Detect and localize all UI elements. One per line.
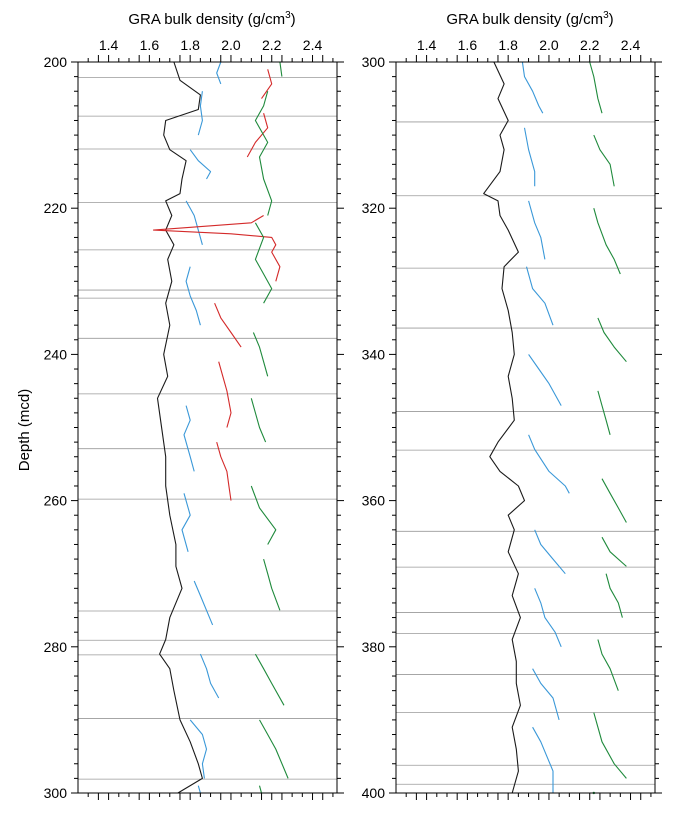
red-series-segment-0 <box>261 69 273 99</box>
blue-series-segment-0 <box>521 61 544 114</box>
x-tick-label: 1.8 <box>180 37 200 53</box>
y-tick-label: 220 <box>44 200 68 216</box>
panel-right: GRA bulk density (g/cm3) 1.4 1.6 1.8 2.0 2.2… <box>362 10 662 801</box>
red-series-segment-5 <box>216 441 232 501</box>
green-series-segment-3 <box>597 317 627 363</box>
x-tick-label: 2.0 <box>539 37 559 53</box>
y-tick-label: 360 <box>362 493 386 509</box>
x-tick-label: 2.2 <box>262 37 282 53</box>
green-series-segment-1 <box>254 91 273 216</box>
y-tick-label: 200 <box>44 54 68 70</box>
x-axis-title-left: GRA bulk density (g/cm3) <box>128 10 295 28</box>
blue-series-segment-5 <box>183 405 195 472</box>
green-series-segment-1 <box>593 134 615 187</box>
green-series-segment-5 <box>601 478 627 523</box>
plot-area-right: 1.4 1.6 1.8 2.0 2.2 2.4 300 320 340 360 380 400 <box>362 37 662 801</box>
x-axis-title-left-main: GRA bulk density (g/cm <box>128 11 285 28</box>
green-series-segment-7 <box>605 573 623 618</box>
green-series-segment-4 <box>597 390 611 435</box>
y-tick-label: 400 <box>362 785 386 801</box>
x-tick-label: 2.4 <box>303 37 323 53</box>
blue-series-segment-2 <box>528 200 546 260</box>
red-series-segment-4 <box>218 361 232 428</box>
y-tick-label: 300 <box>44 785 68 801</box>
y-tick-label: 340 <box>362 346 386 362</box>
x-tick-label: 1.6 <box>458 37 478 53</box>
blue-series-segment-7 <box>193 580 214 626</box>
x-tick-label: 2.4 <box>621 37 641 53</box>
blue-series-segment-8 <box>532 668 560 721</box>
x-tick-label: 1.4 <box>417 37 437 53</box>
green-series-segment-0 <box>279 61 283 77</box>
y-tick-label: 260 <box>44 493 68 509</box>
red-series-segment-3 <box>214 302 242 348</box>
blue-series-segment-1 <box>197 91 203 136</box>
x-tick-label: 2.0 <box>221 37 241 53</box>
blue-series-segment-10 <box>197 785 201 794</box>
green-series-segment-0 <box>589 61 603 114</box>
black-series-segment-0 <box>483 61 526 794</box>
blue-series-segment-4 <box>528 354 562 406</box>
green-series-segment-2 <box>593 208 621 275</box>
y-tick-label: 240 <box>44 346 68 362</box>
x-axis-title-right-sup: 3 <box>603 10 609 21</box>
x-axis-title-right: GRA bulk density (g/cm3) <box>446 10 613 28</box>
green-series-segment-6 <box>601 536 627 567</box>
x-tick-label: 1.4 <box>99 37 119 53</box>
blue-series-segment-7 <box>534 588 562 648</box>
x-tick-label: 2.2 <box>580 37 600 53</box>
green-series-segment-9 <box>593 712 627 779</box>
red-series-segment-1 <box>246 113 269 158</box>
black-series-segment-0 <box>156 61 203 794</box>
x-axis-title-right-main: GRA bulk density (g/cm <box>446 11 603 28</box>
green-series-segment-8 <box>259 719 289 779</box>
y-tick-label: 320 <box>362 200 386 216</box>
green-series-segment-4 <box>250 398 267 443</box>
plot-frame <box>77 61 338 794</box>
plot-frame <box>395 61 656 794</box>
x-tick-label: 1.6 <box>140 37 160 53</box>
green-series-segment-3 <box>252 332 269 377</box>
blue-series-segment-5 <box>528 434 570 494</box>
panel-left: GRA bulk density (g/cm3) 1.4 1.6 1.8 2.0 2.2… <box>44 10 344 801</box>
y-tick-label: 280 <box>44 639 68 655</box>
x-axis-title-right-tail: ) <box>609 11 614 28</box>
blue-series-segment-6 <box>181 493 191 552</box>
x-axis-title-left-tail: ) <box>291 11 296 28</box>
blue-series-segment-8 <box>199 653 220 699</box>
y-tick-label: 300 <box>362 54 386 70</box>
red-series-segment-2 <box>152 215 281 282</box>
x-axis-title-left-sup: 3 <box>285 10 291 21</box>
blue-series-segment-9 <box>532 726 554 793</box>
green-series-segment-2 <box>254 222 273 304</box>
blue-series-segment-6 <box>534 529 566 575</box>
green-series-segment-9 <box>258 785 263 794</box>
blue-series-segment-3 <box>525 266 554 326</box>
x-tick-label: 1.8 <box>498 37 518 53</box>
green-series-segment-8 <box>597 639 619 691</box>
blue-series-segment-1 <box>523 127 536 187</box>
y-tick-label: 380 <box>362 639 386 655</box>
green-series-segment-7 <box>254 653 285 706</box>
blue-series-segment-2 <box>189 149 212 180</box>
blue-series-segment-3 <box>185 200 203 245</box>
blue-series-segment-4 <box>185 266 201 326</box>
y-axis-title: Depth (mcd) <box>16 389 33 472</box>
blue-series-segment-0 <box>216 61 222 85</box>
green-series-segment-6 <box>263 558 281 611</box>
plot-area-left: 1.4 1.6 1.8 2.0 2.2 2.4 200 220 240 260 280 300 <box>44 37 344 801</box>
green-series-segment-5 <box>250 485 277 545</box>
blue-series-segment-9 <box>189 719 208 779</box>
